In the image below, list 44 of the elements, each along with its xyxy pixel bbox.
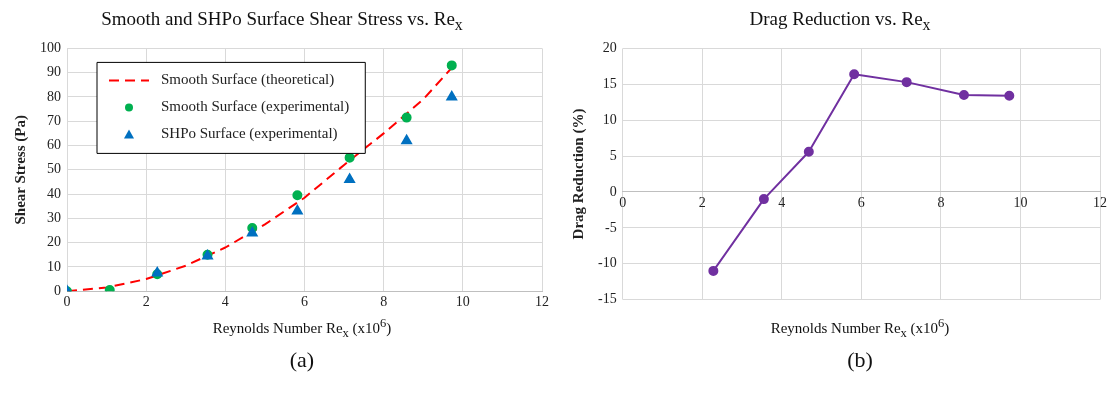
x-tick-label: 4	[221, 294, 229, 310]
x-tick-label: 2	[142, 294, 150, 310]
x-tick-label: 2	[698, 195, 706, 211]
x-tick-label: 0	[63, 294, 71, 310]
x-tick-label: 0	[619, 195, 627, 211]
y-tick-label: 20	[47, 234, 61, 250]
x-tick-label: 6	[857, 195, 865, 211]
y-tick-label: 0	[54, 282, 61, 298]
chart-title: Smooth and SHPo Surface Shear Stress vs. Re$_{x}$	[100, 8, 464, 34]
y-tick-label: 10	[47, 258, 61, 274]
y-tick-label: 10	[602, 111, 617, 127]
legend-label: Smooth Surface (experimental)	[161, 98, 350, 116]
y-axis-title: Shear Stress (Pa)	[11, 115, 29, 225]
y-tick-label: 0	[609, 183, 617, 199]
y-tick-label: 50	[47, 161, 61, 177]
text: (b)	[846, 347, 874, 373]
y-tick-label: 90	[47, 64, 61, 80]
x-tick-label: 6	[301, 294, 308, 310]
y-tick-label: 70	[47, 112, 61, 128]
y-tick-label: -10	[597, 255, 617, 271]
x-tick-label: 4	[778, 195, 786, 211]
x-tick-label: 12	[1093, 195, 1107, 211]
x-axis-title: Reynolds Number Re$_{x}$ (x10$^{6}$)	[211, 316, 393, 341]
x-tick-label: 8	[380, 294, 388, 310]
x-tick-label: 10	[1013, 195, 1028, 211]
y-tick-label: 40	[47, 185, 61, 201]
text: (a)	[288, 347, 316, 373]
y-tick-label: 5	[609, 147, 617, 163]
y-tick-label: 60	[47, 137, 61, 153]
y-tick-label: 100	[40, 40, 61, 56]
y-tick-label: 80	[47, 88, 61, 104]
x-tick-label: 12	[535, 294, 549, 310]
y-tick-label: -5	[604, 219, 617, 235]
x-axis-title: Reynolds Number Re$_{x}$ (x10$^{6}$)	[769, 316, 951, 341]
x-tick-label: 10	[455, 294, 470, 310]
y-axis-title: Drag Reduction (%)	[569, 108, 587, 240]
y-tick-label: 20	[602, 40, 617, 56]
chart-title: Drag Reduction vs. Re$_{x}$	[748, 8, 932, 34]
x-tick-label: 8	[937, 195, 945, 211]
y-tick-label: 15	[602, 75, 617, 91]
legend-label: Smooth Surface (theoretical)	[161, 71, 335, 89]
legend-label: SHPo Surface (experimental)	[161, 125, 338, 143]
y-tick-label: -15	[597, 291, 617, 307]
y-tick-label: 30	[47, 210, 61, 226]
